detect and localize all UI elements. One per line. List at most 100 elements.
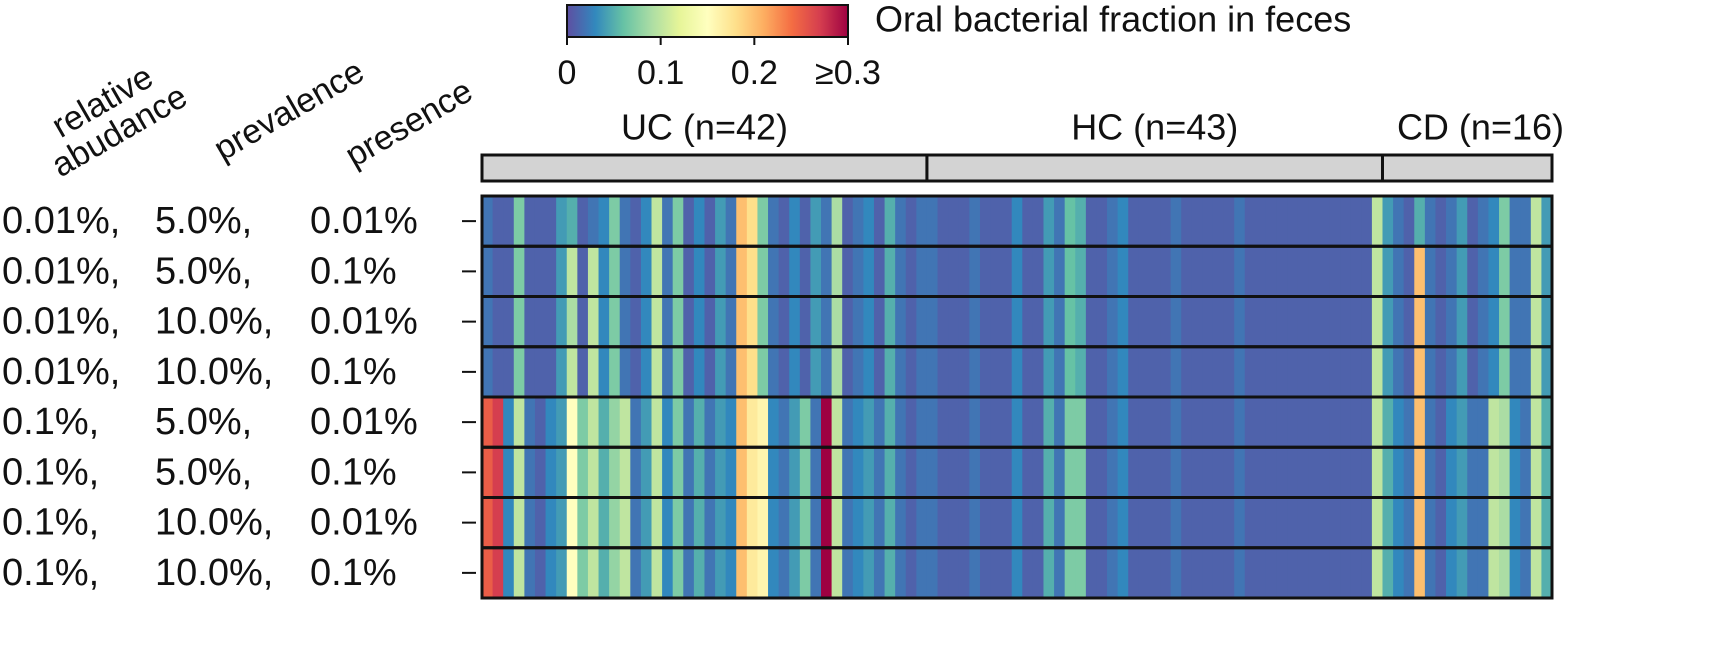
heat-cell [1446,497,1458,548]
heat-cell [1011,397,1023,448]
heat-cell [1085,296,1097,347]
heat-cell [1530,547,1542,598]
group-bar [1380,153,1554,183]
heat-cell [1297,196,1309,247]
heat-cell [630,397,642,448]
heat-cell [1075,246,1087,297]
heat-cell [1234,246,1246,297]
heat-cell [1107,296,1119,347]
heat-cell [1202,447,1214,498]
heat-cell [831,497,843,548]
heat-cell [916,447,928,498]
heat-cell [482,397,494,448]
heat-cell [1138,246,1150,297]
heat-cell [1043,547,1055,598]
heat-cell [1096,346,1108,397]
heat-cell [757,547,769,598]
heat-cell [1043,296,1055,347]
heat-cell [1032,397,1044,448]
heat-cell [630,497,642,548]
heat-cell [948,246,960,297]
heat-cell [1488,246,1500,297]
heat-cell [948,196,960,247]
heat-cell [693,346,705,397]
heat-cell [1371,296,1383,347]
heat-cell [1202,547,1214,598]
heat-cell [1064,397,1076,448]
heat-cell [1361,397,1373,448]
heat-cell [1223,196,1235,247]
heat-cell [1022,497,1034,548]
heat-cell [937,246,949,297]
heat-cell [1160,447,1172,498]
heat-cell [503,497,515,548]
heat-cell [566,246,578,297]
heat-cell [873,447,886,498]
row-label: 0.1% [310,451,397,493]
group-bar [925,153,1384,183]
heat-cell [1170,447,1182,498]
heat-cell [587,196,600,247]
heat-cell [482,246,494,297]
heat-cell [1318,346,1331,397]
heat-cell [566,447,578,498]
heat-cell [810,447,822,498]
heat-cell [1403,246,1415,297]
heat-cell [1212,346,1225,397]
heat-cell [1265,547,1278,598]
heat-cell [1371,397,1383,448]
heat-cell [640,547,653,598]
heat-cell [746,246,758,297]
heat-cell [958,246,970,297]
heat-cell [926,196,939,247]
heat-cell [863,246,875,297]
heat-cell [556,547,568,598]
heat-cell [821,196,833,247]
heat-cell [1075,196,1087,247]
heat-cell [958,196,970,247]
heat-cell [513,447,525,498]
heat-cell [1054,296,1066,347]
heat-cell [1488,196,1500,247]
heat-cell [1064,246,1076,297]
heat-cell [1435,296,1447,347]
heat-cell [1212,296,1225,347]
heat-cell [704,196,716,247]
heat-cell [842,397,854,448]
heat-cell [1191,346,1203,397]
heat-cell [1435,447,1447,498]
heat-cell [1202,497,1214,548]
heat-cell [725,497,737,548]
heat-cell [1160,246,1172,297]
heat-cell [1170,246,1182,297]
heat-cell [831,296,843,347]
heat-cell [1541,296,1553,347]
heat-cell [1382,547,1394,598]
heat-cell [990,497,1002,548]
heat-cell [948,497,960,548]
heat-cell [1138,296,1150,347]
heat-cell [990,246,1002,297]
heat-cell [736,196,748,247]
heat-cell [1297,246,1309,297]
heat-cell [1340,296,1352,347]
heat-cell [1467,346,1479,397]
group-label: CD (n=16) [1397,107,1564,148]
heat-cell [1530,246,1542,297]
heat-cell [1128,346,1140,397]
heat-cell [513,246,525,297]
heat-cell [609,547,621,598]
heat-cell [524,447,536,498]
heat-cell [545,296,557,347]
heat-cell [587,447,600,498]
heat-cell [1393,447,1405,498]
heat-cell [1149,346,1161,397]
heat-cell [672,246,684,297]
heat-cell [1371,196,1383,247]
heat-cell [863,547,875,598]
colorbar-tick-label: 0 [558,54,577,92]
heat-cell [1117,547,1129,598]
heat-cell [958,447,970,498]
heat-cell [1509,246,1521,297]
